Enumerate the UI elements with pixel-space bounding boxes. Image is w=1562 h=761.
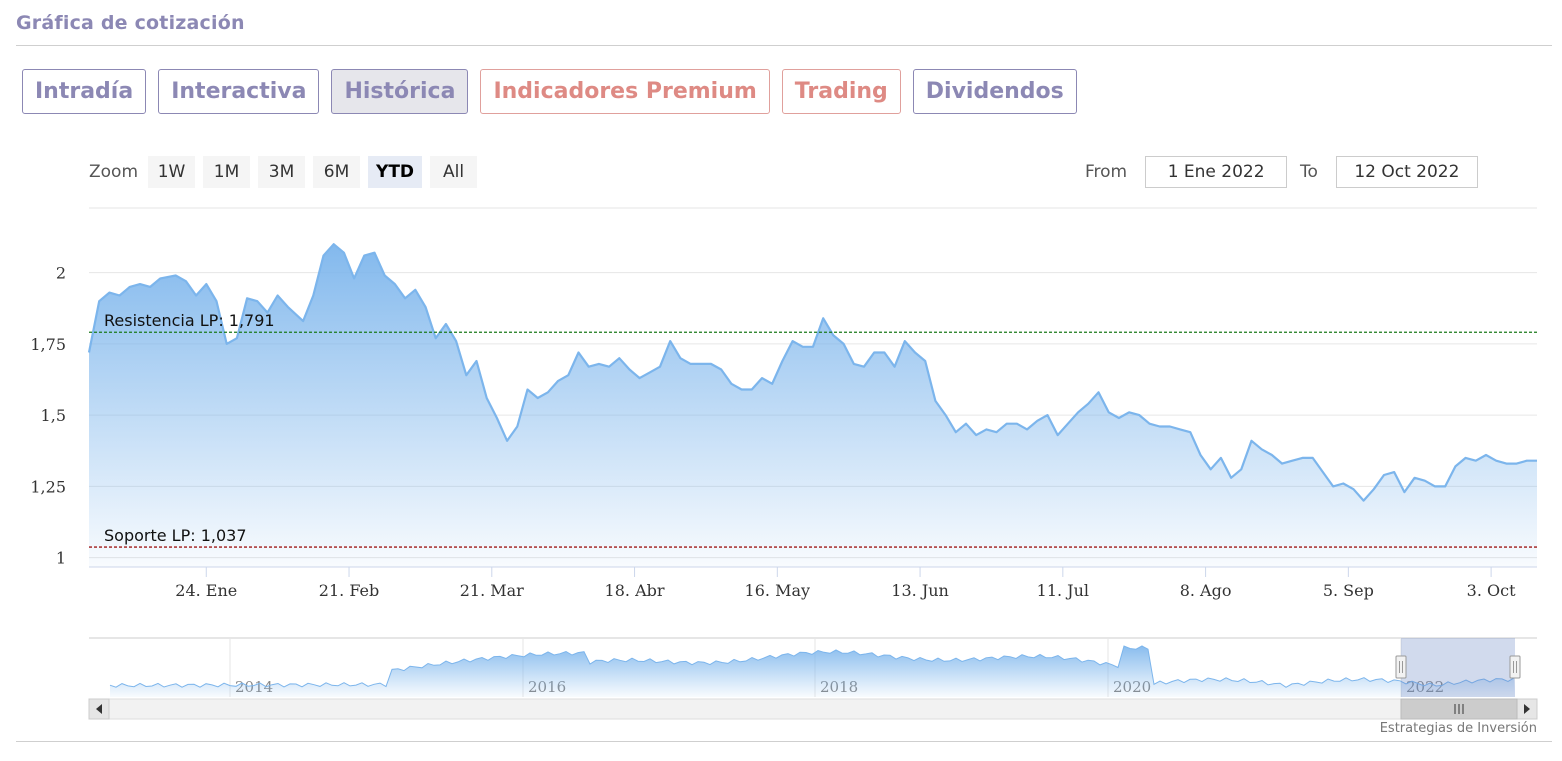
x-tick-label: 13. Jun [891,581,949,600]
zoom-ytd-button[interactable]: YTD [368,156,423,188]
series-area [87,243,1537,567]
axes: 1 1,25 1,5 1,75 2 24. Ene 21. Feb 21. Mar 18. Ab… [30,264,1537,600]
series-area-fill [89,244,1537,567]
x-tick-label: 24. Ene [175,581,237,600]
y-tick-label: 1,5 [41,406,66,425]
series-line [87,243,1537,502]
handle-grip [1509,655,1521,679]
zoom-6m-button[interactable]: 6M [313,156,361,188]
range-from: From 1 Ene 2022 [1085,156,1288,188]
x-tick-label: 21. Feb [319,581,379,600]
support-label: Soporte LP: 1,037 [104,526,247,545]
resistance-label: Resistencia LP: 1,791 [104,311,275,330]
x-tick-label: 3. Oct [1467,581,1516,600]
navigator-handle[interactable] [1395,655,1407,679]
navigator-line [109,645,1515,688]
range-to: To 12 Oct 2022 [1300,156,1478,188]
from-label: From [1085,162,1128,182]
zoom-label: Zoom [89,162,139,182]
tab-interactiva[interactable]: Interactiva [158,69,320,114]
tab-dividendos[interactable]: Dividendos [912,69,1077,114]
y-tick-label: 1,75 [30,335,66,354]
x-tick-label: 8. Ago [1180,581,1232,600]
navigator-selection [1401,638,1515,697]
x-tick-label: 21. Mar [460,581,524,600]
zoom-3m-button[interactable]: 3M [258,156,306,188]
x-tick-label: 11. Jul [1037,581,1089,600]
tab-historica[interactable]: Histórica [331,69,469,114]
navigator: 20142016201820202022 [88,637,1538,720]
tab-intradia[interactable]: Intradía [22,69,147,114]
zoom-selector: Zoom 1W 1M 3M 6M YTD All [89,156,478,188]
page-title: Gráfica de cotización [16,12,245,34]
y-tick-label: 1,25 [30,477,66,496]
zoom-all-button[interactable]: All [430,156,478,188]
to-date-input[interactable]: 12 Oct 2022 [1335,156,1478,188]
zoom-1m-button[interactable]: 1M [203,156,251,188]
x-tick-label: 18. Abr [605,581,665,600]
scrollbar-track [88,698,1538,720]
tab-indicadores-premium[interactable]: Indicadores Premium [480,69,770,114]
handle-grip [1395,655,1407,679]
tab-trading[interactable]: Trading [781,69,901,114]
x-tick-label: 16. May [745,581,811,600]
reference-lines: Resistencia LP: 1,791 Soporte LP: 1,037 [89,311,1537,548]
title-divider [16,45,1552,46]
navigator-area [110,646,1515,697]
bottom-divider [16,741,1552,742]
scroll-right-arrow-icon [1524,704,1530,714]
y-tick-label: 1 [56,549,66,568]
scroll-left-arrow-icon [96,704,102,714]
x-tick-label: 5. Sep [1323,581,1374,600]
to-label: To [1300,162,1318,182]
from-date-input[interactable]: 1 Ene 2022 [1145,156,1288,188]
chart-tabs: Intradía Interactiva Histórica Indicador… [22,69,1077,114]
navigator-handle[interactable] [1509,655,1521,679]
zoom-1w-button[interactable]: 1W [148,156,196,188]
navigator-scrollbar[interactable] [88,698,1538,720]
y-tick-label: 2 [56,264,66,283]
credits-text: Estrategias de Inversión [1379,721,1537,736]
